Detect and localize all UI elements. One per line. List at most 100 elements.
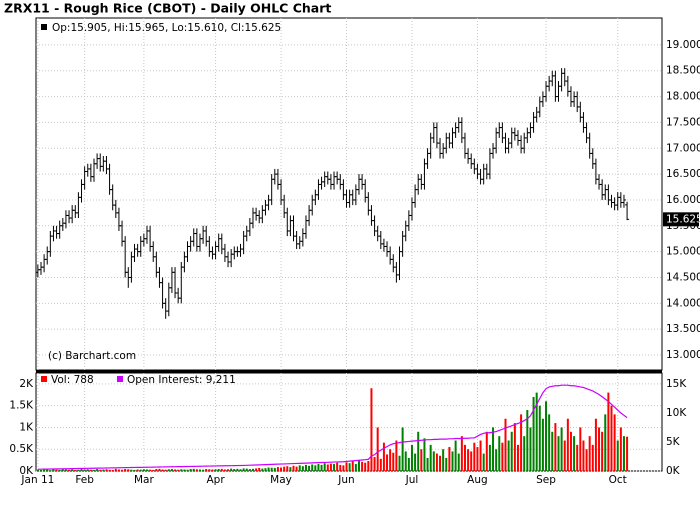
volume-bar (233, 469, 236, 471)
legend-text: Vol: 788 (51, 374, 94, 386)
volume-bar (86, 469, 89, 471)
volume-bar (283, 466, 286, 471)
volume-bar (164, 469, 167, 471)
volume-bar (386, 454, 389, 471)
volume-bar (192, 468, 195, 471)
x-tick-label: Jul (405, 474, 419, 486)
volume-bar (314, 465, 317, 471)
volume-bar (83, 469, 86, 471)
volume-bar (557, 436, 560, 471)
x-tick-label: Jun (337, 474, 354, 486)
volume-bar (513, 423, 516, 471)
volume-bar (276, 467, 279, 471)
legend-text: Open Interest: 9,211 (127, 374, 236, 386)
x-tick-label: Sep (536, 474, 556, 486)
volume-bar (492, 427, 495, 471)
legend-swatch (41, 376, 47, 382)
volume-bar (619, 427, 622, 471)
volume-bar (354, 464, 357, 471)
y-tick-label: 16.000 (666, 194, 700, 206)
x-tick-label: Jan 11 (20, 474, 54, 486)
volume-bar (145, 469, 148, 471)
volume-bar (80, 469, 83, 471)
volume-bar (89, 469, 92, 471)
volume-bar (133, 469, 136, 471)
volume-bar (320, 464, 323, 471)
volume-bar (404, 451, 407, 471)
volume-bar (488, 444, 491, 471)
volume-bar (183, 469, 186, 471)
volume-bar (255, 468, 258, 471)
volume-bar (467, 449, 470, 471)
volume-bar (560, 427, 563, 471)
volume-bar (451, 451, 454, 471)
volume-bar (545, 401, 548, 471)
volume-bar (389, 449, 392, 471)
y2-tick-label: 0K (666, 465, 681, 477)
volume-bar (64, 469, 67, 471)
volume-bar (376, 427, 379, 471)
y2-tick-label: 15K (666, 378, 687, 390)
volume-bar (626, 436, 629, 471)
volume-bar (92, 469, 95, 471)
volume-bar (292, 465, 295, 471)
volume-bar (610, 405, 613, 471)
volume-bar (435, 453, 438, 471)
volume-bar (55, 469, 58, 471)
volume-bar (52, 469, 55, 471)
volume-bar (329, 463, 332, 471)
volume-bar (127, 469, 130, 471)
volume-bar (96, 469, 99, 471)
volume-bar (395, 440, 398, 471)
volume-bar (398, 455, 401, 471)
y-tick-label: 2K (19, 378, 34, 390)
volume-bar (357, 460, 360, 471)
volume-bar (304, 464, 307, 471)
volume-bar (161, 469, 164, 471)
volume-bar (392, 452, 395, 471)
volume-bar (479, 440, 482, 471)
y-tick-label: 0K (19, 465, 34, 477)
volume-bar (420, 449, 423, 471)
volume-bar (286, 466, 289, 471)
volume-bar (267, 467, 270, 471)
y-tick-label: 18.500 (666, 65, 700, 77)
volume-bar (526, 410, 529, 471)
y-tick-label: 14.500 (666, 271, 700, 283)
volume-bar (280, 467, 283, 471)
volume-bar (454, 440, 457, 471)
volume-bar (152, 469, 155, 471)
volume-bar (189, 469, 192, 471)
volume-bar (270, 467, 273, 471)
volume-bar (495, 449, 498, 471)
volume-bar (333, 464, 336, 471)
volume-bar (108, 469, 111, 471)
volume-bar (367, 460, 370, 471)
volume-bar (43, 469, 46, 471)
x-tick-label: Oct (609, 474, 627, 486)
volume-bar (460, 436, 463, 471)
volume-bar (476, 447, 479, 471)
volume-bar (445, 457, 448, 471)
x-tick-label: Feb (75, 474, 94, 486)
volume-bar (202, 469, 205, 471)
volume-bar (149, 469, 152, 471)
volume-bar (601, 431, 604, 471)
legend-text: Op:15.905, Hi:15.965, Lo:15.610, Cl:15.6… (52, 22, 281, 34)
volume-bar (439, 455, 442, 471)
volume-bar (520, 414, 523, 471)
volume-bar (594, 418, 597, 471)
y-tick-label: 1.5K (9, 400, 34, 412)
volume-bar (264, 468, 267, 471)
volume-bar (239, 469, 242, 471)
volume-bar (432, 451, 435, 471)
volume-bar (261, 468, 264, 471)
y-tick-label: 15.000 (666, 246, 700, 258)
volume-bar (510, 431, 513, 471)
volume-bar (121, 469, 124, 471)
y-tick-label: 13.500 (666, 323, 700, 335)
volume-bar (114, 468, 117, 471)
volume-bar (457, 453, 460, 471)
volume-bar (205, 469, 208, 471)
